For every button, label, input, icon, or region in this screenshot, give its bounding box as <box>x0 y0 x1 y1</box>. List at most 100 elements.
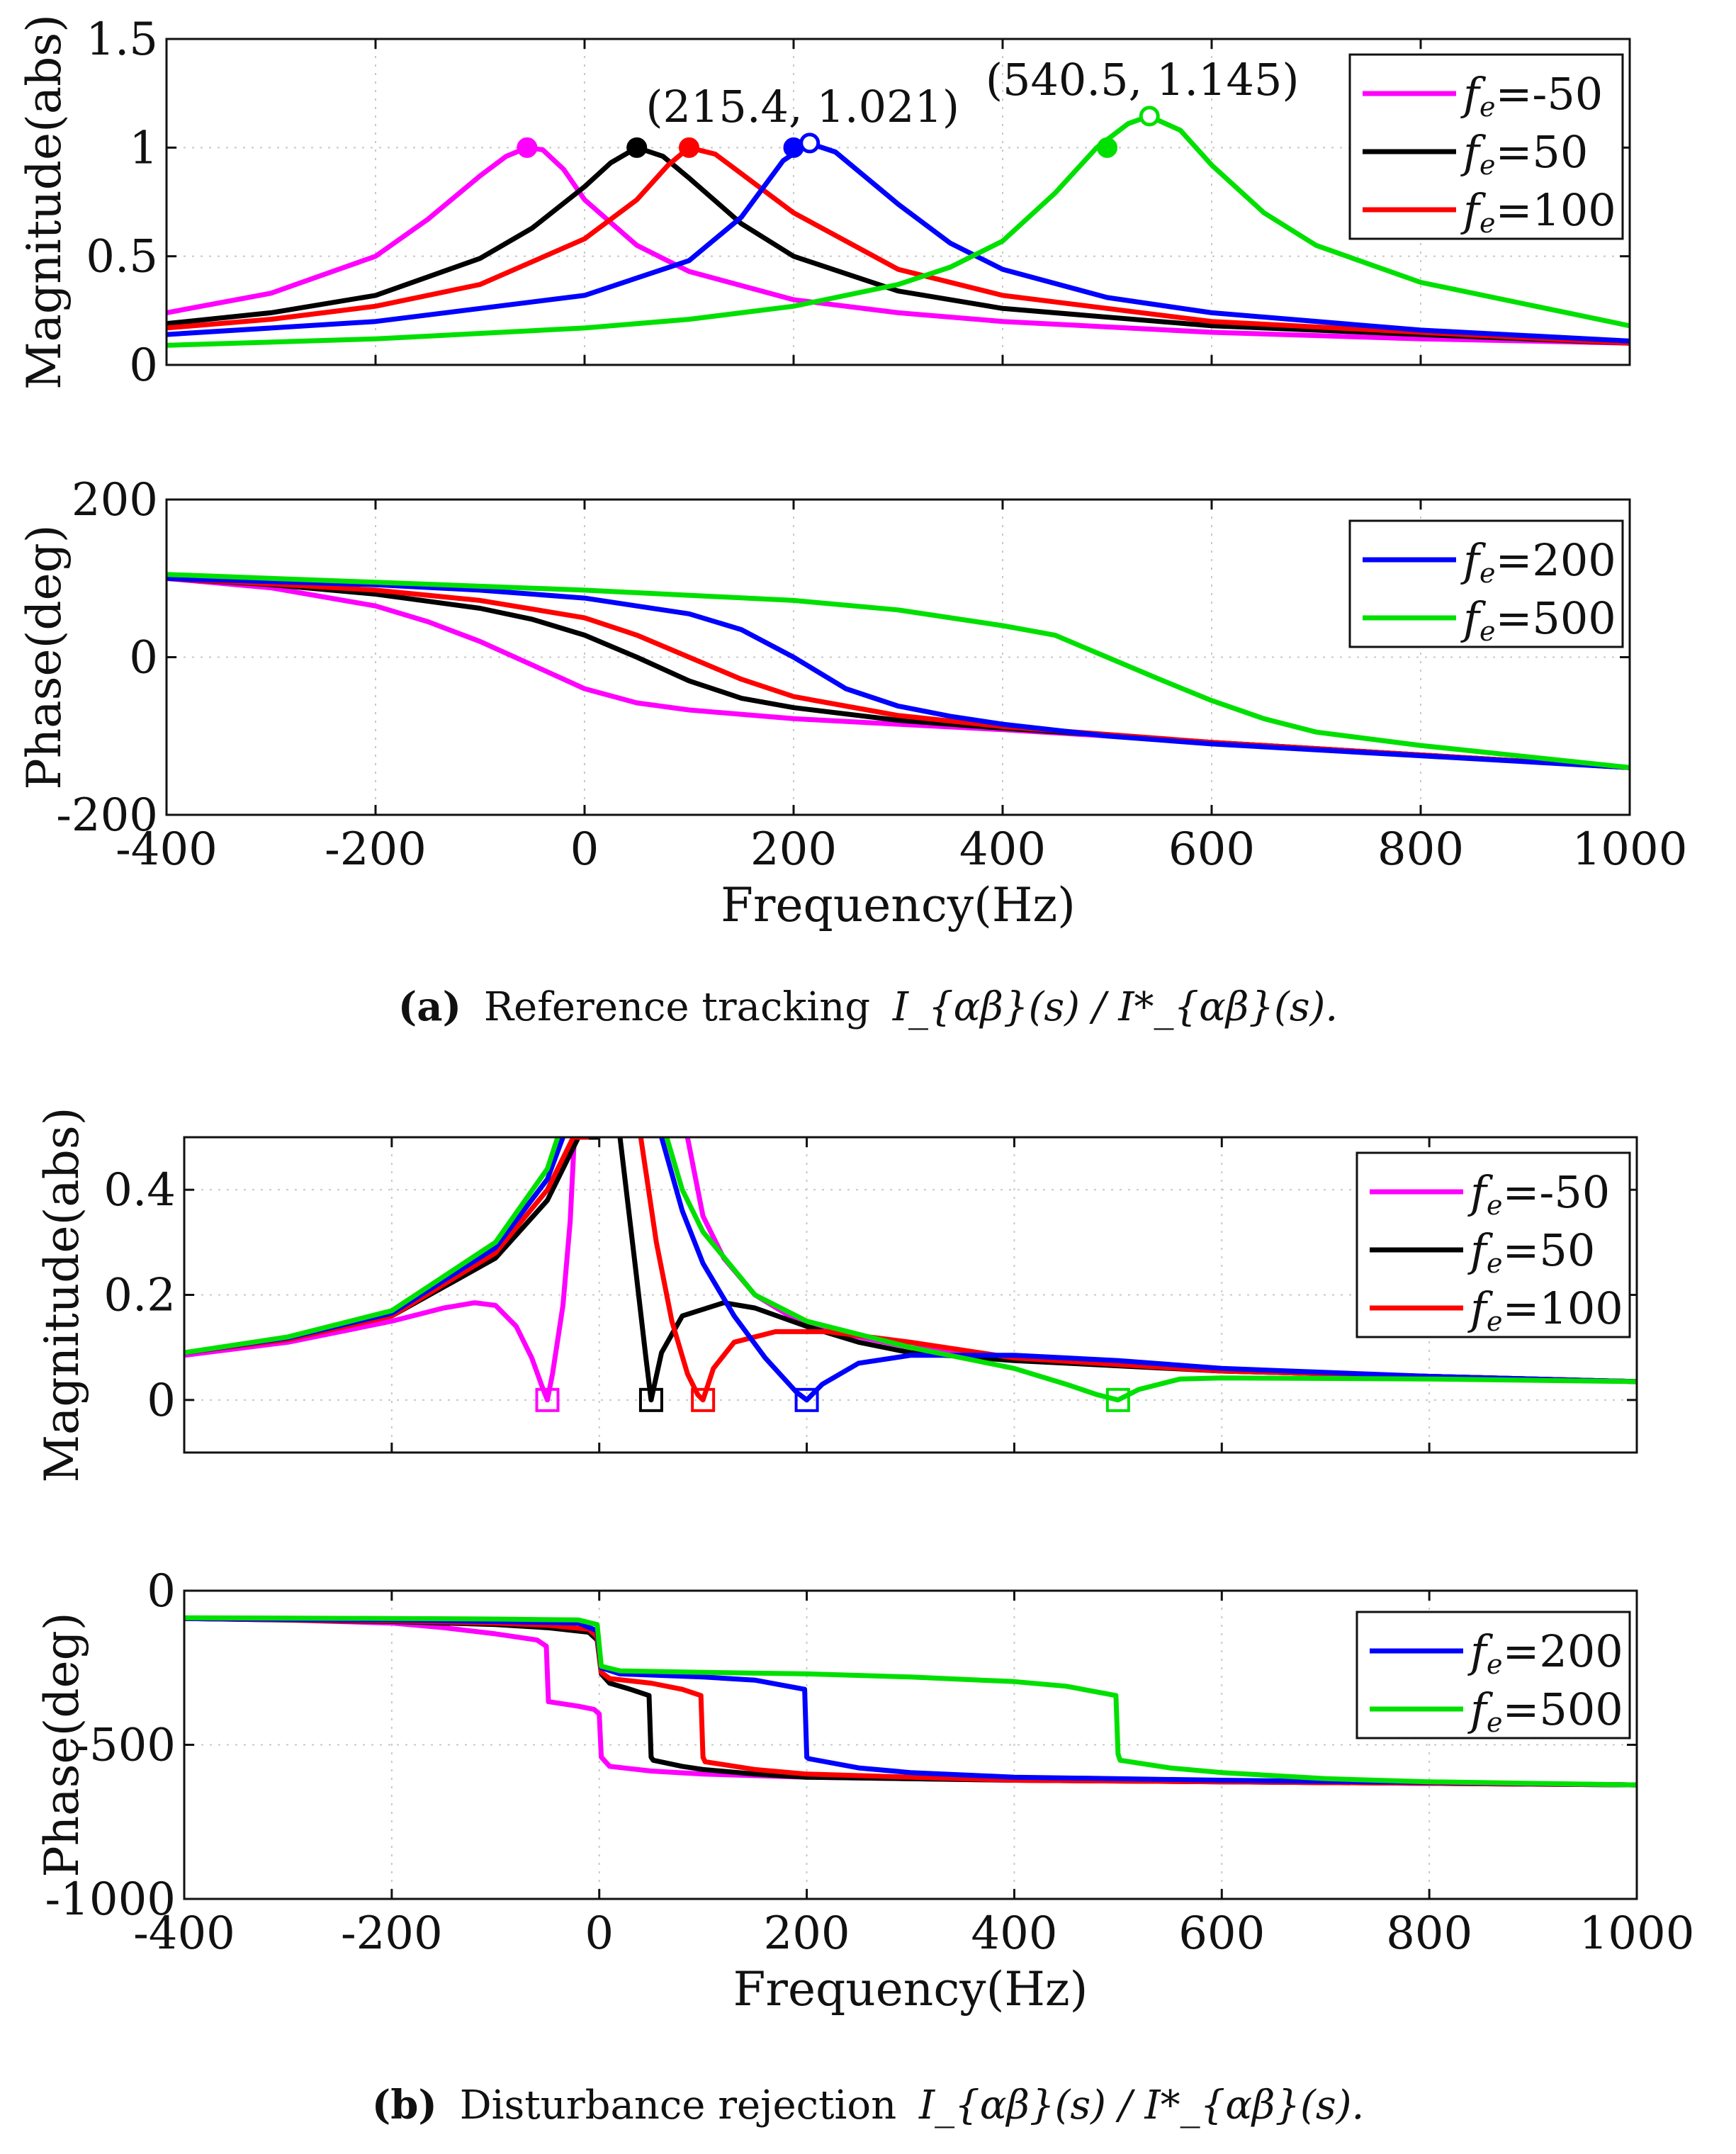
y-tick-label: -1000 <box>45 1873 176 1926</box>
x-tick-label: 200 <box>750 823 837 876</box>
caption-b-formula: I_{αβ}(s) / I*_{αβ}(s). <box>918 2082 1364 2128</box>
x-tick-label: -200 <box>325 823 427 876</box>
legend-entry-sub: e <box>1479 616 1496 647</box>
plot-frame <box>165 38 1631 366</box>
series-line-2 <box>638 1137 1637 1403</box>
x-tick-label: 600 <box>1178 1907 1265 1960</box>
notch-marker <box>794 1387 819 1412</box>
legend-entry-sub: e <box>1479 150 1496 181</box>
caption-a-label: (a) <box>398 983 461 1030</box>
y-tick-label: 0 <box>129 339 158 392</box>
series-line-3 <box>167 140 1630 344</box>
y-tick-label: 0.4 <box>103 1164 176 1217</box>
legend-entry: fe=-50 <box>1460 68 1603 123</box>
y-tick-label: -200 <box>56 789 158 842</box>
x-tick-label: -400 <box>115 823 218 876</box>
x-tick-label: 200 <box>763 1907 850 1960</box>
legend-entry-value: =200 <box>1502 1625 1623 1677</box>
caption-b-text: Disturbance rejection <box>460 2082 896 2128</box>
legend-entry-value: =500 <box>1495 592 1616 644</box>
x-tick-label: -400 <box>133 1907 235 1960</box>
caption-a-formula: I_{αβ}(s) / I*_{αβ}(s). <box>892 984 1338 1030</box>
legend-entry-value: =50 <box>1502 1224 1595 1276</box>
legend-entry-sub: e <box>1479 91 1496 123</box>
series-line-4 <box>184 1137 560 1355</box>
y-axis-label: Magnitude(abs) <box>17 14 72 390</box>
notch-marker <box>691 1387 716 1412</box>
legend-entry-sub: e <box>1479 558 1496 589</box>
series-line-4 <box>167 572 1630 770</box>
x-tick-label: 600 <box>1168 823 1255 876</box>
legend-entry-value: =100 <box>1495 184 1616 236</box>
series-group <box>184 1615 1637 1788</box>
legend-entry-value: =100 <box>1502 1282 1623 1334</box>
series-line-4 <box>664 1137 1637 1403</box>
y-axis-label: Magnitude(abs) <box>35 1107 89 1482</box>
notch-marker <box>1105 1387 1130 1412</box>
y-tick-label: 0.2 <box>103 1270 176 1322</box>
caption-b: (b) Disturbance rejection I_{αβ}(s) / I*… <box>372 2082 1365 2128</box>
peak-marker <box>517 137 538 158</box>
plot-a-magnitude: (215.4, 1.021) (540.5, 1.145) 0 0.5 1 1.5 Magn… <box>17 13 1631 392</box>
x-tick-label: 0 <box>570 823 599 876</box>
x-tick-label: -200 <box>341 1907 443 1960</box>
legend-entry: fe=200 <box>1467 1625 1623 1680</box>
series-group <box>167 113 1630 348</box>
series-line-1 <box>167 145 1630 346</box>
series-group <box>184 1137 1637 1403</box>
peak-marker <box>626 137 648 158</box>
legend-entry-value: =50 <box>1495 126 1588 178</box>
legend-entry-sub: e <box>1487 1649 1503 1680</box>
series-line-2 <box>167 145 1630 346</box>
legend-entry-value: =-50 <box>1495 68 1603 120</box>
y-axis-label: Phase(deg) <box>35 1612 89 1877</box>
x-tick-label: 400 <box>971 1907 1057 1960</box>
x-axis-label: Frequency(Hz) <box>733 1962 1088 2017</box>
legend-entry-value: =500 <box>1502 1684 1623 1735</box>
y-tick-label: 0 <box>129 632 158 684</box>
series-line-3 <box>184 1616 1637 1788</box>
y-axis-label: Phase(deg) <box>17 524 72 789</box>
legend-entry-sub: e <box>1487 1306 1503 1337</box>
series-line-4 <box>184 1615 1637 1788</box>
x-tick-label: 1000 <box>1572 823 1688 876</box>
legend-entry: fe=50 <box>1467 1224 1595 1279</box>
series-line-4 <box>167 113 1630 348</box>
series-line-3 <box>167 575 1630 770</box>
y-tick-label: 0 <box>147 1565 176 1618</box>
legend-entry-sub: e <box>1487 1707 1503 1738</box>
legend-entry: fe=100 <box>1460 184 1616 239</box>
legend-entry: fe=-50 <box>1467 1166 1610 1221</box>
notch-marker <box>638 1387 663 1412</box>
legend-entry: fe=100 <box>1467 1282 1623 1337</box>
x-tick-label: 800 <box>1386 1907 1472 1960</box>
peak-marker <box>1097 137 1117 158</box>
x-tick-label: 1000 <box>1579 1907 1695 1960</box>
peak-marker <box>1139 106 1160 127</box>
plot-b-phase: -400 -200 0 200 400 600 800 1000 -1000 -500 0 Phase… <box>35 1565 1694 2017</box>
legend-entry-value: =-50 <box>1502 1166 1610 1218</box>
legend-entry-sub: e <box>1479 208 1496 239</box>
legend-entry-sub: e <box>1487 1248 1503 1279</box>
caption-a-text: Reference tracking <box>484 984 870 1030</box>
notch-marker <box>535 1387 560 1412</box>
peak-marker <box>799 132 821 154</box>
series-group <box>167 572 1630 770</box>
y-tick-label: -500 <box>74 1720 176 1772</box>
y-tick-label: 0 <box>147 1375 176 1427</box>
x-tick-label: 400 <box>959 823 1046 876</box>
annotation-label: (215.4, 1.021) <box>646 81 959 132</box>
caption-a: (a) Reference tracking I_{αβ}(s) / I*_{α… <box>398 983 1338 1030</box>
legend-entry: fe=500 <box>1460 592 1616 647</box>
y-tick-label: 200 <box>72 474 158 526</box>
x-tick-label: 0 <box>585 1907 614 1960</box>
series-line-3 <box>659 1137 1637 1403</box>
legend-box <box>1348 519 1624 648</box>
legend-entry: fe=200 <box>1460 534 1616 589</box>
plot-a-phase: -400 -200 0 200 400 600 800 1000-2000200Phase(d… <box>17 474 1687 932</box>
legend-box <box>1355 1611 1631 1739</box>
y-tick-label: 0.5 <box>86 231 158 283</box>
caption-b-label: (b) <box>372 2082 437 2128</box>
